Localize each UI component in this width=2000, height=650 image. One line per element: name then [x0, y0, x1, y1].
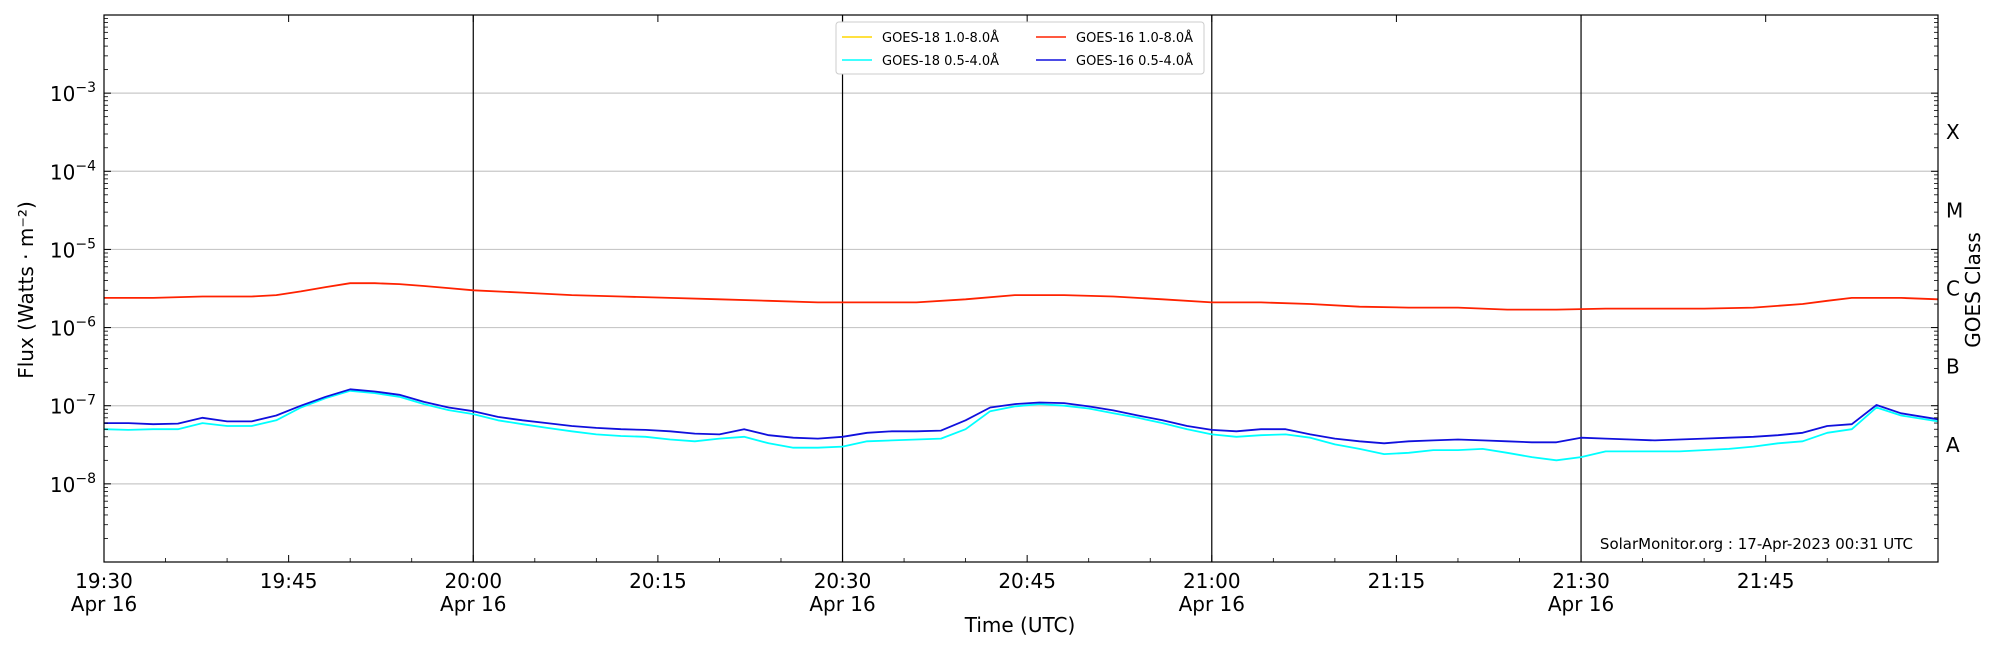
legend: GOES-18 1.0-8.0Å GOES-18 0.5-4.0Å GOES-16 …: [835, 21, 1205, 75]
y-tick-labels: 10−8 10−7 10−6 10−5 10−4 10−3: [50, 80, 96, 497]
legend-box: [835, 21, 1205, 75]
y-tick-label: 10−3: [50, 80, 96, 106]
y-tick-label: 10−7: [50, 393, 96, 419]
y2-axis-label: GOES Class: [1961, 232, 1985, 348]
plot-frame: [103, 14, 1939, 563]
x-tick-label: 20:15: [629, 569, 687, 593]
plot-background: [104, 15, 1938, 562]
series-line: [104, 388, 1939, 445]
x-tick-date-label: Apr 16: [71, 592, 137, 616]
credit-text: SolarMonitor.org : 17-Apr-2023 00:31 UTC: [1600, 535, 1913, 553]
series-line: [103, 389, 1939, 462]
x-tick-label: 20:30: [814, 569, 872, 593]
x-tick-label: 21:30: [1552, 569, 1610, 593]
x-tick-label: 21:00: [1183, 569, 1241, 593]
goes-class-label: A: [1946, 433, 1960, 457]
time-separator-lines: [472, 15, 1582, 562]
x-tick-label: 19:45: [260, 569, 318, 593]
x-tick-label: 20:45: [998, 569, 1056, 593]
goes-class-label: B: [1946, 355, 1960, 379]
legend-entry-label: GOES-16 0.5-4.0Å: [1076, 53, 1193, 69]
x-axis-label: Time (UTC): [964, 613, 1076, 637]
y-axis-label: Flux (Watts · m⁻²): [14, 201, 38, 379]
x-tick-label: 20:00: [444, 569, 502, 593]
y-tick-label: 10−6: [50, 315, 96, 341]
x-tick-date-label: Apr 16: [440, 592, 506, 616]
legend-entry-label: GOES-16 1.0-8.0Å: [1076, 30, 1193, 46]
axis-ticks: [103, 15, 1938, 562]
y-tick-label: 10−8: [50, 471, 96, 497]
x-tick-label: 19:30: [75, 569, 133, 593]
goes-class-label: C: [1946, 277, 1960, 301]
x-tick-label: 21:45: [1737, 569, 1795, 593]
y-tick-label: 10−4: [50, 158, 96, 184]
y-tick-label: 10−5: [50, 236, 96, 262]
goes-class-label: X: [1946, 120, 1960, 144]
x-tick-label: 21:15: [1368, 569, 1426, 593]
goes-class-label: M: [1946, 198, 1963, 222]
x-tick-date-label: Apr 16: [1548, 592, 1614, 616]
goes-class-labels: A B C M X: [1946, 120, 1963, 457]
x-tick-date-label: Apr 16: [1179, 592, 1245, 616]
series-lines: [103, 282, 1939, 462]
x-tick-date-label: Apr 16: [809, 592, 875, 616]
grid-lines: [104, 92, 1938, 485]
legend-entry-label: GOES-18 1.0-8.0Å: [882, 30, 999, 46]
legend-entry-label: GOES-18 0.5-4.0Å: [882, 53, 999, 69]
series-line: [104, 282, 1939, 311]
